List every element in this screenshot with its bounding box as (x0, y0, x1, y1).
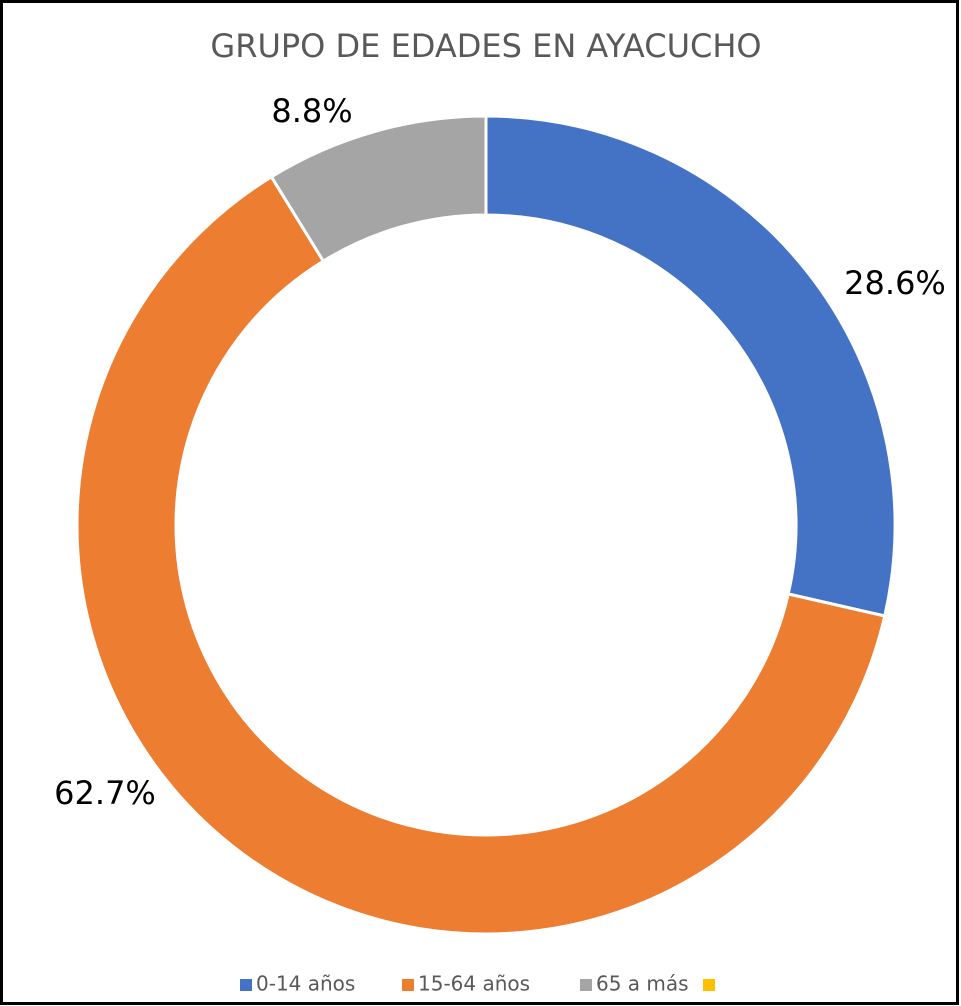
legend-swatch (580, 979, 592, 991)
chart-title: GRUPO DE EDADES EN AYACUCHO (210, 27, 761, 65)
legend-swatch (240, 979, 252, 991)
legend-swatch (402, 979, 414, 991)
data-label: 8.8% (271, 92, 352, 130)
legend-swatch (703, 979, 715, 991)
legend-label: 15-64 años (418, 972, 530, 996)
data-label: 28.6% (844, 264, 946, 302)
donut-slice (75, 174, 887, 936)
donut-slice (484, 114, 897, 618)
legend-label: 65 a más (596, 972, 689, 996)
legend-label: 0-14 años (256, 972, 355, 996)
data-label: 62.7% (54, 774, 156, 812)
